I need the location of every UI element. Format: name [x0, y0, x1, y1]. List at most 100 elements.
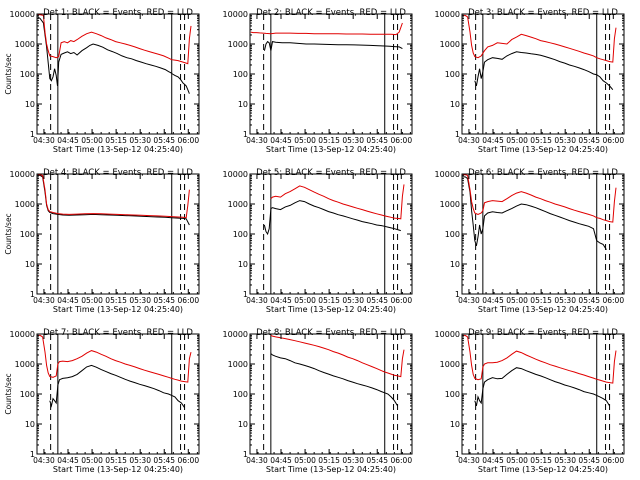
series-line-lld: [270, 334, 405, 378]
x-tick-label: 06:00: [602, 296, 624, 305]
y-tick-label: 1000: [15, 360, 35, 369]
x-tick-label: 05:00: [294, 456, 316, 465]
x-tick-label: 05:15: [105, 296, 127, 305]
x-axis-label: Start Time (13-Sep-12 04:25:40): [266, 465, 396, 474]
series-line-events: [474, 51, 614, 91]
x-tick-label: 05:30: [554, 456, 576, 465]
x-tick-label: 04:30: [33, 456, 55, 465]
x-tick-label: 05:30: [554, 136, 576, 145]
x-tick-label: 05:15: [318, 136, 340, 145]
chart-title: Det 4: BLACK = Events, RED = LLD: [43, 168, 193, 178]
x-tick-label: 04:30: [33, 136, 55, 145]
x-tick-label: 04:45: [482, 136, 504, 145]
x-tick-label: 06:00: [177, 136, 199, 145]
x-tick-label: 05:00: [506, 296, 528, 305]
x-tick-label: 05:45: [578, 456, 600, 465]
y-tick-label: 100: [233, 230, 248, 239]
y-axis-label: Counts/sec: [4, 213, 13, 254]
y-tick-label: 1000: [15, 200, 35, 209]
y-tick-label: 10: [238, 260, 248, 269]
y-tick-label: 10: [450, 100, 460, 109]
y-tick-label: 100: [445, 70, 460, 79]
series-line-lld: [250, 22, 403, 36]
x-tick-label: 05:45: [366, 296, 388, 305]
series-line-events: [462, 176, 607, 250]
x-tick-label: 05:15: [105, 456, 127, 465]
x-tick-label: 05:45: [578, 136, 600, 145]
x-tick-label: 04:45: [482, 456, 504, 465]
x-tick-label: 04:45: [270, 456, 292, 465]
x-tick-label: 05:15: [318, 296, 340, 305]
y-tick-label: 10: [25, 260, 35, 269]
series-line-lld: [462, 174, 617, 223]
chart-panel-6: 1 10 100 1000 10000 04:30 04:45 05:00 05:15 05:30…: [435, 168, 625, 314]
chart-title: Det 7: BLACK = Events, RED = LLD: [43, 328, 193, 338]
x-tick-label: 04:30: [246, 456, 268, 465]
y-tick-label: 1: [30, 290, 35, 299]
y-tick-label: 10: [25, 420, 35, 429]
y-tick-label: 10000: [435, 330, 460, 339]
x-tick-label: 04:45: [482, 296, 504, 305]
x-axis-label: Start Time (13-Sep-12 04:25:40): [53, 305, 183, 314]
y-tick-label: 1: [455, 290, 460, 299]
x-tick-label: 05:30: [342, 136, 364, 145]
x-tick-label: 06:00: [177, 296, 199, 305]
y-tick-label: 1000: [228, 360, 248, 369]
y-tick-label: 10: [450, 260, 460, 269]
x-tick-label: 05:30: [554, 296, 576, 305]
series-line-lld: [270, 184, 405, 220]
x-tick-label: 05:00: [506, 456, 528, 465]
y-tick-label: 1: [243, 130, 248, 139]
chart-title: Det 6: BLACK = Events, RED = LLD: [468, 168, 618, 178]
series-line-events: [37, 174, 190, 226]
y-tick-label: 1: [455, 450, 460, 459]
x-tick-label: 04:30: [458, 296, 480, 305]
y-tick-label: 10: [238, 100, 248, 109]
x-tick-label: 06:00: [390, 296, 412, 305]
y-tick-label: 10000: [223, 330, 248, 339]
x-tick-label: 06:00: [390, 136, 412, 145]
x-axis-label: Start Time (13-Sep-12 04:25:40): [478, 305, 608, 314]
x-tick-label: 06:00: [602, 456, 624, 465]
chart-panel-3: 1 10 100 1000 10000 04:30 04:45 05:00 05:15 05:30…: [435, 8, 625, 154]
y-tick-label: 10: [25, 100, 35, 109]
y-tick-label: 100: [233, 70, 248, 79]
plot-frame: [249, 173, 413, 295]
series-line-lld: [37, 334, 192, 383]
series-line-lld: [37, 174, 190, 219]
x-tick-label: 05:30: [342, 456, 364, 465]
x-tick-label: 05:30: [129, 136, 151, 145]
x-tick-label: 05:30: [129, 456, 151, 465]
x-tick-label: 04:45: [270, 296, 292, 305]
x-tick-label: 05:00: [294, 296, 316, 305]
y-tick-label: 10000: [435, 10, 460, 19]
plot-frame: [36, 333, 200, 455]
y-tick-label: 100: [20, 230, 35, 239]
y-tick-label: 1: [30, 450, 35, 459]
y-tick-label: 100: [20, 70, 35, 79]
y-tick-label: 1: [455, 130, 460, 139]
plot-frame: [461, 13, 625, 135]
x-tick-label: 05:00: [81, 136, 103, 145]
y-tick-label: 1000: [440, 200, 460, 209]
y-tick-label: 10: [238, 420, 248, 429]
y-tick-label: 100: [20, 390, 35, 399]
x-axis-label: Start Time (13-Sep-12 04:25:40): [53, 465, 183, 474]
chart-panel-1: 1 10 100 1000 10000 04:30 04:45 05:00 05:15 05:30…: [4, 8, 200, 154]
y-tick-label: 10000: [10, 170, 35, 179]
x-tick-label: 04:45: [57, 296, 79, 305]
x-axis-label: Start Time (13-Sep-12 04:25:40): [53, 145, 183, 154]
y-tick-label: 10: [450, 420, 460, 429]
y-tick-label: 10000: [10, 330, 35, 339]
x-tick-label: 06:00: [177, 456, 199, 465]
chart-title: Det 2: BLACK = Events, RED = LLD: [256, 8, 406, 18]
x-tick-label: 04:30: [33, 296, 55, 305]
x-tick-label: 05:45: [578, 296, 600, 305]
x-tick-label: 05:30: [129, 296, 151, 305]
y-tick-label: 100: [233, 390, 248, 399]
plot-frame: [36, 13, 200, 135]
x-tick-label: 05:45: [153, 136, 175, 145]
x-tick-label: 05:00: [81, 456, 103, 465]
x-tick-label: 04:30: [246, 136, 268, 145]
series-line-lld: [462, 334, 617, 384]
